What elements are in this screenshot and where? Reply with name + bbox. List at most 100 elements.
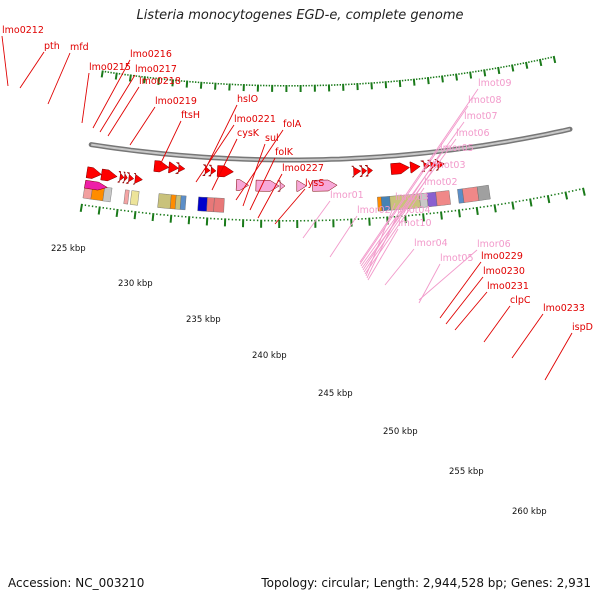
- tick-mark: [440, 211, 443, 220]
- gene-label-lmor05: lmor05: [440, 143, 474, 154]
- gene-arrow: [390, 162, 410, 175]
- callout-line: [544, 332, 573, 381]
- callout-line: [366, 215, 398, 279]
- tick-mark: [483, 69, 487, 77]
- feature-band: [157, 193, 172, 209]
- callout-line-layer: [1, 35, 573, 381]
- tick-mark: [426, 76, 430, 85]
- callout-line: [129, 106, 156, 146]
- gene-label-lmot03: lmot03: [432, 160, 466, 171]
- gene-arrow: [153, 160, 170, 173]
- callout-line: [235, 129, 284, 201]
- feature-band: [197, 196, 208, 212]
- tick-mark: [564, 191, 569, 200]
- gene-arrow: [207, 164, 217, 177]
- gene-label-lmor02: lmor02: [357, 205, 391, 216]
- scale-label: 235 kbp: [186, 315, 221, 325]
- callout-line: [211, 138, 238, 191]
- feature-band: [476, 184, 491, 201]
- gene-label-lmo0233: lmo0233: [543, 303, 585, 314]
- scale-label: 255 kbp: [449, 467, 484, 477]
- tick-mark: [171, 79, 175, 87]
- gene-label-lmot10: lmot10: [398, 218, 432, 229]
- callout-line: [363, 170, 433, 273]
- gene-arrow: [116, 170, 125, 183]
- tick-mark: [114, 72, 118, 80]
- feature-band: [435, 190, 451, 207]
- tick-mark: [546, 195, 551, 204]
- callout-line: [257, 173, 283, 219]
- feature-band: [213, 197, 225, 213]
- gene-arrow: [255, 179, 280, 192]
- gene-label-lmo0215: lmo0215: [89, 62, 131, 73]
- gene-label-lmot04: lmot04: [397, 205, 431, 216]
- gene-arrow: [350, 165, 362, 178]
- gene-label-folk: folK: [275, 147, 294, 158]
- gene-label-lmot05: lmot05: [440, 253, 474, 264]
- gene-arrow: [84, 179, 108, 191]
- gene-arrow: [433, 158, 445, 171]
- callout-line: [99, 74, 136, 133]
- callout-line: [359, 105, 469, 265]
- page-title: Listeria monocytogenes EGD-e, complete g…: [136, 8, 464, 23]
- callout-line: [329, 215, 358, 258]
- gene-arrow: [201, 164, 211, 176]
- tick-mark: [422, 213, 425, 222]
- gene-label-lmo0218: lmo0218: [139, 76, 181, 87]
- feature-band-layer: [82, 183, 491, 213]
- callout-line: [365, 202, 396, 277]
- tick-mark: [205, 217, 209, 226]
- backbone-highlight: [91, 128, 571, 161]
- callout-line: [511, 313, 544, 359]
- gene-arrow: [125, 172, 135, 184]
- callout-line: [204, 104, 238, 171]
- tick-mark: [128, 74, 132, 82]
- gene-label-lmo0231: lmo0231: [487, 281, 529, 292]
- gene-arrow: [296, 180, 308, 192]
- scale-label: 240 kbp: [252, 351, 287, 361]
- tick-mark: [169, 214, 173, 223]
- feature-band: [179, 195, 187, 211]
- tick-mark: [384, 81, 388, 89]
- tick-mark: [582, 187, 586, 196]
- tick-mark: [368, 217, 371, 226]
- gene-label-ispd: ispD: [572, 322, 593, 333]
- tick-mark: [157, 77, 160, 85]
- callout-line: [445, 276, 484, 325]
- gene-label-lmor04: lmor04: [414, 238, 448, 249]
- tick-mark: [151, 212, 155, 222]
- tick-mark: [404, 215, 407, 224]
- gene-label-clpc: clpC: [510, 295, 531, 306]
- gene-label-lmor06: lmor06: [477, 239, 511, 250]
- callout-line: [418, 263, 441, 304]
- gene-label-lmor01: lmor01: [330, 190, 364, 201]
- tick-mark: [511, 64, 515, 72]
- tick-mark: [143, 76, 146, 84]
- gene-label-pth: pth: [44, 41, 60, 52]
- callout-line: [454, 291, 488, 331]
- gene-label-lmo0216: lmo0216: [130, 49, 172, 60]
- callout-line: [195, 124, 235, 183]
- tick-mark: [370, 82, 373, 90]
- callout-line: [159, 120, 182, 166]
- callout-line: [418, 249, 478, 301]
- gene-arrow: [364, 164, 374, 177]
- gene-arrow: [132, 172, 143, 185]
- gene-label-lmo0230: lmo0230: [483, 266, 525, 277]
- scale-label: 260 kbp: [512, 507, 547, 517]
- callout-line: [359, 88, 479, 263]
- genome-backbone: [88, 126, 573, 163]
- tick-mark: [455, 73, 458, 81]
- tick-mark: [493, 204, 497, 213]
- gene-label-lmot06: lmot06: [456, 128, 490, 139]
- callout-line: [360, 121, 465, 267]
- callout-line: [302, 200, 331, 239]
- callout-line: [19, 51, 45, 89]
- gene-arrow: [121, 171, 128, 184]
- tick-mark: [511, 201, 515, 210]
- tick-mark: [133, 210, 137, 220]
- tick-mark: [538, 58, 543, 67]
- callout-line: [439, 261, 482, 319]
- gene-arrow: [312, 179, 338, 192]
- gene-label-fola: folA: [283, 119, 302, 130]
